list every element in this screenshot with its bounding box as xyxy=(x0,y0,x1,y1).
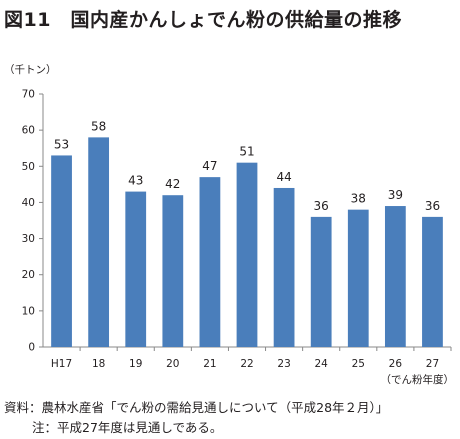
x-tick-label: 25 xyxy=(352,358,365,370)
x-tick-label: 27 xyxy=(426,358,439,370)
y-tick-label: 70 xyxy=(22,89,35,101)
bar-value-label: 51 xyxy=(239,145,254,159)
y-tick-label: 10 xyxy=(22,305,35,317)
y-tick-label: 30 xyxy=(22,233,35,245)
bar xyxy=(51,155,72,347)
y-tick-label: 0 xyxy=(28,342,35,354)
bar-value-label: 36 xyxy=(425,199,440,213)
bar-value-label: 53 xyxy=(54,137,69,151)
bar xyxy=(88,137,110,347)
bar xyxy=(273,187,295,347)
x-tick-label: 23 xyxy=(277,358,290,370)
bar-chart: 0 10 20 30 40 50 60 70 53 H17 58 18 43 19 42 20 47 21 51 22… xyxy=(22,89,455,387)
bar xyxy=(384,206,406,347)
x-tick-label: H17 xyxy=(51,358,72,370)
bar xyxy=(199,177,221,347)
bar xyxy=(125,191,147,347)
x-tick-label: 21 xyxy=(203,358,216,370)
x-tick-label: 19 xyxy=(129,358,142,370)
bar xyxy=(236,162,258,347)
bar-value-label: 42 xyxy=(165,177,180,191)
y-tick-label: 50 xyxy=(22,161,35,173)
x-tick-label: 26 xyxy=(389,358,403,370)
footnote: 注：平成27年度は見通しである。 xyxy=(32,420,223,435)
x-tick-label: 20 xyxy=(166,358,179,370)
bar xyxy=(310,216,332,347)
x-tick-label: 22 xyxy=(240,358,253,370)
bar xyxy=(422,216,443,347)
bar-value-label: 43 xyxy=(128,174,143,188)
bar xyxy=(162,195,184,347)
y-unit-label: （千トン） xyxy=(4,64,57,76)
y-tick-label: 60 xyxy=(22,125,35,137)
bar-value-label: 36 xyxy=(314,199,329,213)
x-tick-label: 24 xyxy=(314,358,328,370)
bar-value-label: 47 xyxy=(202,159,217,173)
x-tick-label: 18 xyxy=(92,358,105,370)
x-unit-label: （でん粉年度） xyxy=(381,373,455,386)
figure-title: 図11 国内産かんしょでん粉の供給量の推移 xyxy=(4,9,402,31)
bar-value-label: 44 xyxy=(276,170,291,184)
y-tick-label: 20 xyxy=(22,269,35,281)
source-note: 資料：農林水産省「でん粉の需給見通しについて（平成28年２月）」 xyxy=(4,400,389,415)
bar-value-label: 58 xyxy=(91,119,106,133)
bar-value-label: 39 xyxy=(388,188,403,202)
bar xyxy=(347,209,369,347)
y-tick-label: 40 xyxy=(22,197,35,209)
bar-value-label: 38 xyxy=(351,192,366,206)
